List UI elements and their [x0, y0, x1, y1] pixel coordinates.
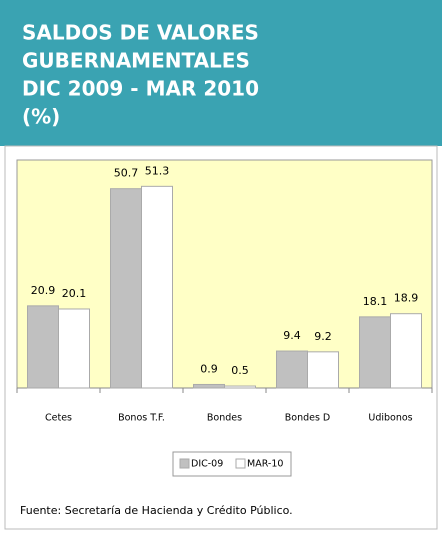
bar: [307, 351, 339, 389]
legend-box: [172, 451, 292, 477]
legend-swatch: [235, 458, 246, 469]
chart-title: GUBERNAMENTALES: [22, 49, 250, 73]
bar: [141, 185, 173, 389]
x-tick-label: Bonos T.F.: [118, 413, 165, 424]
bar: [224, 385, 256, 389]
data-label: 18.1: [363, 295, 388, 308]
chart-title: DIC 2009 - MAR 2010: [22, 77, 259, 101]
x-tick-label: Bondes: [207, 413, 242, 424]
bar: [27, 305, 59, 389]
bar: [193, 383, 225, 389]
legend-swatch: [179, 458, 190, 469]
bar: [110, 188, 142, 389]
source: Fuente: Secretaría de Hacienda y Crédito…: [20, 504, 293, 517]
bar: [390, 313, 422, 389]
data-label: 9.4: [283, 329, 301, 342]
x-tick-label: Cetes: [45, 413, 72, 424]
bar: [58, 308, 90, 389]
legend-label: MAR-10: [247, 459, 283, 470]
data-label: 0.9: [200, 362, 218, 375]
data-label: 20.1: [62, 287, 87, 300]
chart-title: (%): [22, 105, 60, 129]
data-label: 51.3: [145, 164, 170, 177]
chart-title: SALDOS DE VALORES: [22, 21, 259, 45]
x-tick-label: Bondes D: [285, 413, 331, 424]
data-label: 0.5: [231, 364, 249, 377]
legend-label: DIC-09: [191, 459, 223, 470]
frame: [4, 145, 438, 530]
header: [0, 0, 442, 146]
data-label: 9.2: [314, 330, 332, 343]
data-label: 20.9: [31, 284, 56, 297]
bar: [276, 350, 308, 389]
bar: [359, 316, 391, 389]
data-label: 18.9: [394, 292, 419, 305]
x-tick-label: Udibonos: [368, 413, 412, 424]
data-label: 50.7: [114, 167, 139, 180]
